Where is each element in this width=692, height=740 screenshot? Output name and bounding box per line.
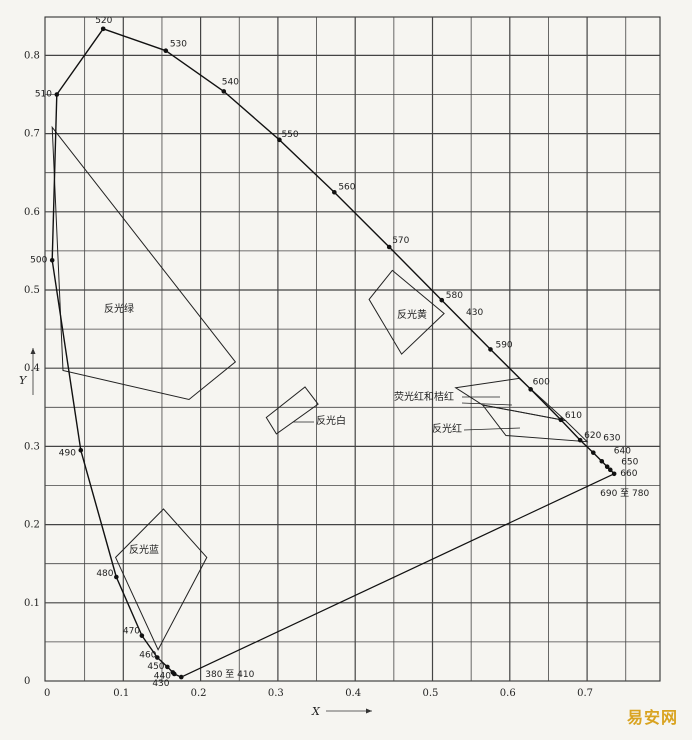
wavelength-label: 470 [123,627,140,637]
locus-point [49,257,55,263]
x-tick-label: 0.2 [191,688,207,699]
wavelength-label: 430 [152,679,169,689]
wavelength-label: 690 至 780 [600,488,649,499]
axes: 0 0.1 0.2 0.3 0.4 0.5 0.6 0.7 0 0.1 0.2 0.3 0.4 0.5 0.… [19,50,593,718]
x-axis-arrowhead [366,708,372,714]
locus-point [163,48,169,54]
regions [51,125,589,651]
x-tick-label: 0.6 [500,688,516,699]
y-tick-label: 0.1 [24,598,40,609]
locus-point [155,655,160,660]
wavelength-label: 590 [495,340,512,350]
spectral-locus-group [49,26,617,680]
wavelength-label: 480 [96,569,113,579]
locus-point [439,297,445,303]
watermark-logo: 易安网 [626,708,678,727]
locus-point [221,89,227,94]
locus-point [114,574,119,580]
wavelength-label: 500 [30,255,47,265]
locus-point [78,448,84,453]
region-polygon [265,386,319,435]
x-tick-label: 0.1 [113,688,129,699]
region-label: 反光白 [316,414,346,427]
locus-point [528,387,533,392]
leader-line [463,427,521,431]
y-tick-label: 0.4 [24,363,40,374]
x-tick-label: 0.5 [423,688,439,699]
region-label: 反光绿 [104,302,134,315]
y-tick-label: 0 [24,676,30,687]
labels: 380 至 4104304404504604704804905005105205… [30,16,649,689]
wavelength-label: 530 [170,40,187,50]
locus-point [54,92,60,97]
locus-point [599,458,605,464]
wavelength-label: 630 [603,434,620,444]
wavelength-label: 510 [35,90,52,100]
locus-point [611,471,617,477]
locus-point [332,189,337,195]
x-tick-label: 0.3 [268,688,284,699]
leader-line [461,402,513,406]
region-label: 反光黄 [397,308,427,321]
wavelength-label: 460 [139,651,156,661]
plot-frame [44,16,661,682]
wavelength-label: 560 [338,182,355,192]
wavelength-label: 640 [614,446,631,456]
region-polygon [51,125,237,401]
y-tick-label: 0.6 [24,207,40,218]
locus-point [488,347,493,352]
region-label: 反光蓝 [129,543,159,556]
wavelength-label: 570 [392,236,409,246]
locus-point [386,244,392,250]
wavelength-label: 660 [620,469,637,479]
y-tick-label: 0.5 [24,285,40,296]
wavelength-label: 550 [281,130,298,140]
wavelength-label: 520 [95,16,112,26]
wavelength-label: 490 [59,448,76,458]
locus-point [178,674,184,680]
region-polygon [115,508,208,651]
locus-point [558,417,564,423]
x-tick-label: 0.7 [577,688,593,699]
wavelength-label: 440 [154,671,171,681]
wavelength-label: 620 [584,431,601,441]
region-label: 荧光红和桔红 [394,390,454,403]
locus-point [139,633,145,638]
wavelength-label: 650 [621,458,638,468]
locus-point [165,664,170,670]
region-polygon [368,269,445,355]
wavelength-label: 380 至 410 [205,669,254,680]
locus-point [277,137,282,143]
wavelength-label: 450 [147,662,164,672]
y-tick-label: 0.3 [24,441,40,452]
y-axis-label: Y [19,374,28,387]
x-tick-label: 0.4 [345,688,361,699]
y-tick-label: 0.7 [24,129,40,140]
x-tick-label: 0 [44,688,50,699]
grid [44,16,661,682]
region-polygon [481,404,589,443]
wavelength-label: 600 [533,377,550,387]
locus-point [604,464,610,470]
spectral-locus [51,28,615,678]
region-label: 反光红 [432,422,462,435]
y-axis-arrowhead [30,348,36,354]
locus-point [170,670,176,675]
locus-point [577,437,583,443]
wavelength-label: 540 [222,77,239,87]
locus-point [590,450,596,455]
wavelength-label: 610 [565,411,582,421]
y-tick-label: 0.2 [24,520,40,531]
wavelength-label: 430 [466,308,483,318]
locus-point [607,467,613,473]
x-axis-label: X [311,705,321,718]
locus-point [100,26,106,32]
wavelength-label: 580 [446,291,463,301]
y-tick-label: 0.8 [24,50,40,61]
purple-line [181,473,615,678]
